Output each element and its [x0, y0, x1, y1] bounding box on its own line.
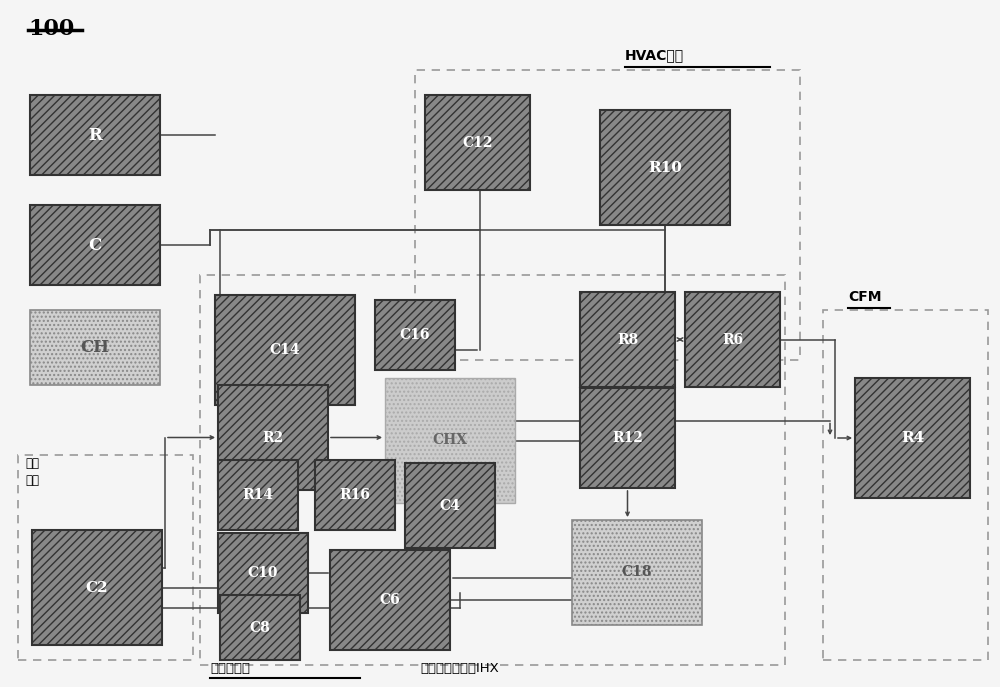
Text: C16: C16	[400, 328, 430, 342]
Bar	[580, 292, 675, 387]
Text: R8: R8	[617, 333, 638, 346]
Bar	[30, 205, 160, 285]
Text: CFM: CFM	[848, 290, 882, 304]
Text: CH: CH	[81, 339, 110, 356]
Text: 热管理单元: 热管理单元	[210, 662, 250, 675]
Bar	[405, 463, 495, 548]
Bar	[215, 295, 355, 405]
Bar	[580, 388, 675, 488]
Bar	[218, 385, 328, 490]
Text: R14: R14	[243, 488, 274, 502]
Text: 注意：可以添加IHX: 注意：可以添加IHX	[420, 662, 499, 675]
Text: R16: R16	[340, 488, 370, 502]
Bar	[220, 595, 300, 660]
Bar	[572, 520, 702, 625]
Text: HVAC单元: HVAC单元	[625, 48, 684, 62]
Bar	[685, 292, 780, 387]
Bar	[18, 455, 193, 660]
Text: 100: 100	[28, 18, 74, 40]
Text: R10: R10	[648, 161, 682, 174]
Text: C14: C14	[270, 343, 300, 357]
Text: R6: R6	[722, 333, 743, 346]
Bar	[200, 275, 785, 665]
Bar	[855, 378, 970, 498]
Text: C8: C8	[250, 620, 270, 635]
Text: CHX: CHX	[433, 433, 468, 447]
Text: 电池
单元: 电池 单元	[25, 457, 39, 487]
Bar	[600, 110, 730, 225]
Bar	[32, 530, 162, 645]
Bar	[218, 460, 298, 530]
Bar	[218, 533, 308, 613]
Text: C4: C4	[440, 499, 460, 513]
Text: R12: R12	[612, 431, 643, 445]
Bar	[330, 550, 450, 650]
Bar	[415, 70, 800, 360]
Text: R: R	[88, 126, 102, 144]
Text: R4: R4	[901, 431, 924, 445]
Bar	[385, 378, 515, 503]
Bar	[375, 300, 455, 370]
Bar	[315, 460, 395, 530]
Text: C: C	[88, 236, 102, 254]
Bar	[823, 310, 988, 660]
Bar	[30, 310, 160, 385]
Text: R2: R2	[262, 431, 284, 444]
Text: C18: C18	[622, 565, 652, 580]
Bar	[425, 95, 530, 190]
Text: C2: C2	[86, 581, 108, 594]
Text: C6: C6	[380, 593, 400, 607]
Text: C10: C10	[248, 566, 278, 580]
Bar	[30, 95, 160, 175]
Text: C12: C12	[462, 135, 493, 150]
